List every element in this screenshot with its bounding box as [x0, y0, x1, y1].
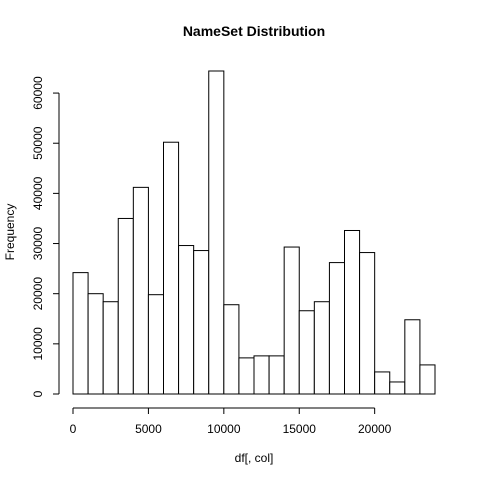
- bars-group: [72, 70, 436, 395]
- histogram-bar: [147, 294, 165, 395]
- histogram-bar: [359, 252, 376, 395]
- y-tick-label: 40000: [31, 176, 45, 210]
- histogram-bar: [72, 272, 89, 395]
- histogram-bar: [132, 186, 149, 395]
- histogram-bar: [389, 381, 406, 395]
- histogram-bar: [178, 245, 195, 395]
- y-tick-label: 50000: [31, 126, 45, 160]
- histogram-bar: [253, 355, 270, 395]
- x-tick-label: 20000: [358, 422, 392, 436]
- histogram-bar: [298, 310, 315, 395]
- histogram-bar: [193, 250, 210, 395]
- y-tick-label: 30000: [31, 227, 45, 261]
- y-tick-label: 10000: [31, 327, 45, 361]
- histogram-bar: [208, 70, 225, 395]
- y-tick-label: 60000: [31, 76, 45, 110]
- y-tick-label: 0: [31, 390, 45, 397]
- x-axis-label: df[, col]: [235, 451, 274, 465]
- y-axis-label: Frequency: [3, 204, 17, 261]
- y-axis: 0 10000 20000 30000 40000 50000 60000: [31, 76, 60, 397]
- x-tick-label: 0: [70, 422, 77, 436]
- histogram-bar: [87, 293, 104, 395]
- histogram-bar: [163, 141, 180, 395]
- histogram-bar: [283, 246, 300, 395]
- histogram-bar: [313, 301, 330, 395]
- histogram-bar: [404, 319, 421, 395]
- x-axis: 0 5000 10000 15000 20000: [70, 407, 392, 436]
- histogram-bar: [344, 229, 361, 395]
- histogram-bar: [102, 301, 119, 395]
- histogram-bar: [419, 364, 436, 395]
- histogram-bar: [117, 217, 134, 395]
- y-tick-label: 20000: [31, 277, 45, 311]
- histogram-bar: [374, 371, 391, 395]
- chart-title: NameSet Distribution: [183, 23, 325, 39]
- x-tick-label: 5000: [135, 422, 162, 436]
- x-tick-label: 10000: [207, 422, 241, 436]
- histogram-bar: [238, 357, 255, 395]
- x-tick-label: 15000: [283, 422, 317, 436]
- histogram-bar: [328, 262, 345, 395]
- histogram-bar: [223, 304, 240, 395]
- histogram-bar: [268, 355, 285, 395]
